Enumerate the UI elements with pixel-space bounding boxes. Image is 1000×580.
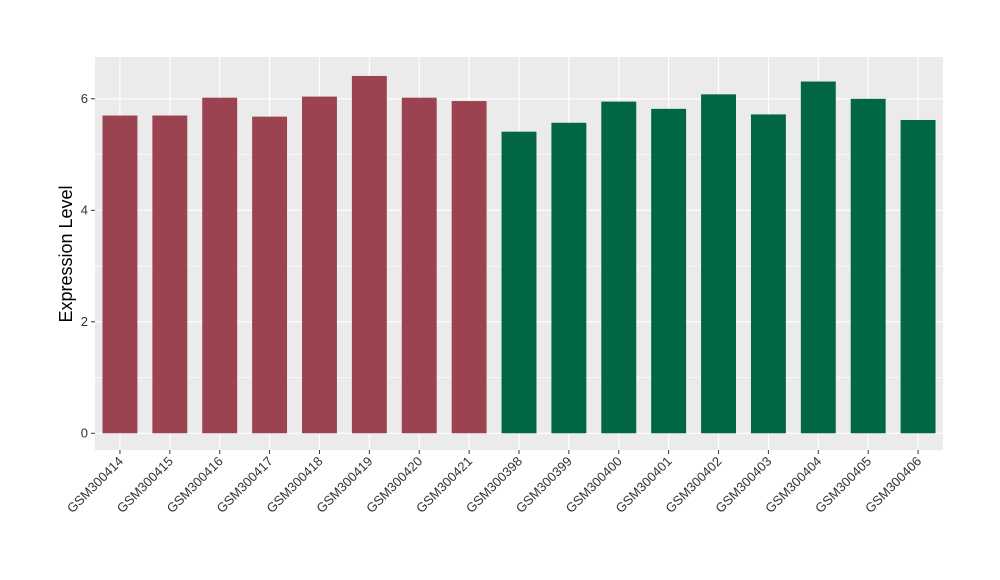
bar-GSM300404	[800, 81, 836, 434]
bar-GSM300405	[850, 98, 886, 434]
bar-GSM300414	[102, 115, 138, 434]
y-tick-label: 2	[81, 314, 88, 329]
bar-GSM300401	[651, 108, 687, 434]
bar-GSM300417	[252, 116, 288, 434]
bar-GSM300415	[152, 115, 188, 434]
bar-GSM300421	[451, 101, 487, 434]
x-axis: GSM300414GSM300415GSM300416GSM300417GSM3…	[64, 450, 924, 516]
bar-GSM300399	[551, 122, 587, 434]
bar-GSM300416	[202, 97, 238, 434]
y-tick-label: 0	[81, 425, 88, 440]
y-tick-label: 6	[81, 91, 88, 106]
bar-GSM300419	[351, 75, 387, 434]
y-axis: 0 2 4 6	[81, 91, 95, 440]
bar-GSM300402	[701, 94, 736, 434]
bar-GSM300420	[401, 97, 437, 434]
bar-GSM300418	[302, 96, 337, 434]
y-tick-label: 4	[81, 202, 88, 217]
bar-GSM300398	[501, 131, 537, 434]
bar-GSM300406	[900, 119, 936, 434]
bars	[102, 75, 936, 434]
bar-GSM300403	[750, 114, 786, 434]
y-axis-title: Expression Level	[56, 185, 76, 322]
bar-GSM300400	[601, 101, 637, 434]
